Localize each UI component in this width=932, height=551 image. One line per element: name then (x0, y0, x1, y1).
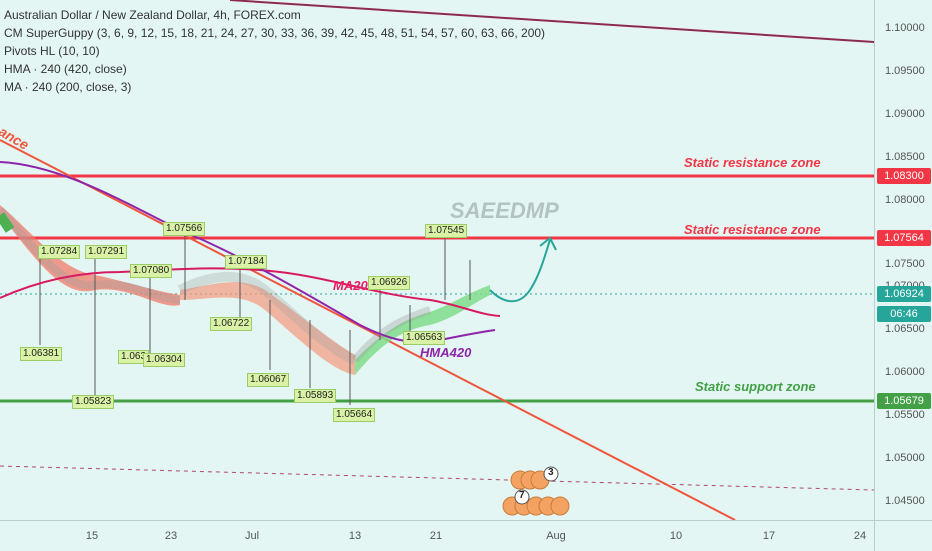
price-tick: 1.04500 (885, 495, 925, 507)
price-tick: 1.08500 (885, 151, 925, 163)
event-badges[interactable] (502, 466, 570, 516)
price-candles[interactable] (39, 230, 471, 405)
price-tick: 1.06000 (885, 366, 925, 378)
pivot-label: 1.063 (118, 350, 150, 364)
pivot-label: 1.07291 (85, 245, 128, 259)
time-tick: Aug (546, 530, 566, 542)
top-trendline[interactable] (229, 0, 874, 43)
price-tick: 1.05500 (885, 409, 925, 421)
event-badge-count[interactable]: 7 (519, 490, 525, 501)
pivot-label: 1.06563 (403, 331, 446, 345)
price-tick: 1.06500 (885, 323, 925, 335)
price-label-countdown: 06:46 (877, 306, 931, 322)
pivot-label: 1.05664 (333, 408, 376, 422)
legend-indicator-ma[interactable]: MA · 240 (200, close, 3) (4, 80, 132, 94)
pivot-label: 1.06926 (368, 276, 411, 290)
ma200-line[interactable] (0, 267, 501, 317)
price-axis[interactable]: 1.10000 1.09500 1.09000 1.08500 1.08000 … (874, 0, 932, 520)
resistance-zone-label-1: Static resistance zone (684, 155, 821, 170)
time-tick: 15 (85, 530, 99, 542)
pivot-label: 1.07566 (163, 222, 206, 236)
legend-title[interactable]: Australian Dollar / New Zealand Dollar, … (4, 8, 301, 22)
time-tick: 17 (762, 530, 776, 542)
pivot-label: 1.07080 (130, 264, 173, 278)
legend-indicator-pivots[interactable]: Pivots HL (10, 10) (4, 44, 100, 58)
pivot-label: 1.07545 (425, 224, 468, 238)
support-zone-label: Static support zone (695, 379, 816, 394)
pivot-label: 1.05893 (294, 389, 337, 403)
price-tick: 1.08000 (885, 194, 925, 206)
pivot-label: 1.07284 (38, 245, 81, 259)
pivot-label: 1.05823 (72, 395, 115, 409)
chart-legend: Australian Dollar / New Zealand Dollar, … (4, 6, 545, 96)
time-tick: Jul (244, 530, 260, 542)
axis-corner (874, 520, 932, 551)
time-tick: 23 (164, 530, 178, 542)
price-tick: 1.07500 (885, 258, 925, 270)
time-axis[interactable]: 15 23 Jul 13 21 Aug 10 17 24 (0, 520, 874, 551)
pivot-label: 1.06381 (20, 347, 63, 361)
guppy-ribbon (0, 205, 490, 375)
event-badge-count[interactable]: 3 (548, 467, 554, 478)
resistance-zone-label-2: Static resistance zone (684, 222, 821, 237)
dashed-trendline[interactable] (0, 465, 874, 491)
legend-indicator-hma[interactable]: HMA · 240 (420, close) (4, 62, 127, 76)
time-tick: 13 (348, 530, 362, 542)
price-tick: 1.05000 (885, 452, 925, 464)
time-tick: 21 (429, 530, 443, 542)
pivot-label: 1.07184 (225, 255, 268, 269)
price-tick: 1.09500 (885, 65, 925, 77)
price-tick: 1.09000 (885, 108, 925, 120)
pivot-label: 1.06304 (143, 353, 186, 367)
projection-arrowhead (539, 236, 557, 251)
descending-trendline[interactable] (0, 139, 736, 520)
author-watermark: SAEEDMP (450, 198, 559, 223)
legend-indicator-superguppy[interactable]: CM SuperGuppy (3, 6, 9, 12, 15, 18, 21, … (4, 26, 546, 40)
price-label-resistance-2: 1.07564 (877, 230, 931, 246)
pivot-label: 1.06722 (210, 317, 253, 331)
hma420-label: HMA420 (420, 345, 472, 360)
pivot-label: 1.06067 (247, 373, 290, 387)
price-tick: 1.10000 (885, 22, 925, 34)
ma200-label: MA200 (333, 278, 375, 293)
price-label-support: 1.05679 (877, 393, 931, 409)
price-label-current: 1.06924 (877, 286, 931, 302)
time-tick: 10 (669, 530, 683, 542)
projection-path[interactable] (489, 239, 551, 303)
time-tick: 24 (853, 530, 867, 542)
price-label-resistance-1: 1.08300 (877, 168, 931, 184)
